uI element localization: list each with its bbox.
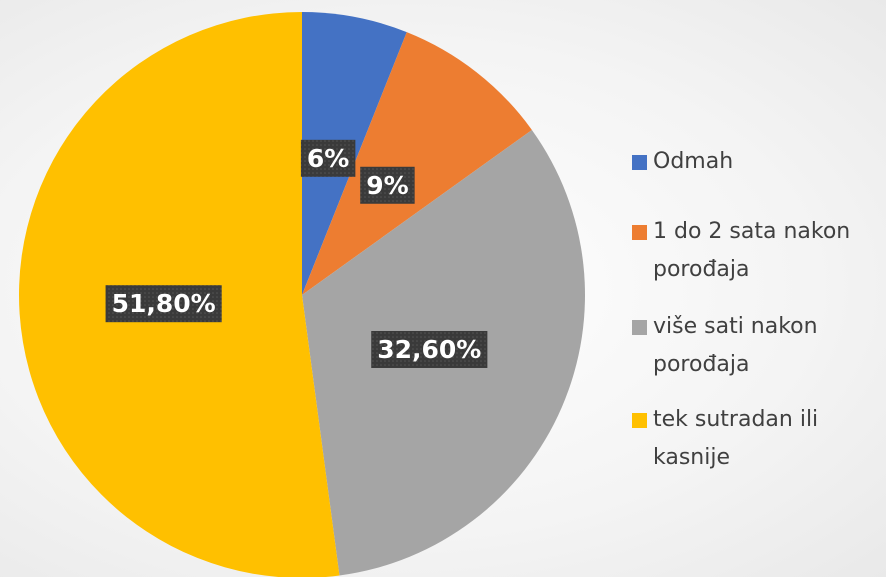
data-label: 9% [366,171,408,200]
legend-swatch [632,155,647,170]
data-label: 6% [307,144,349,173]
data-label-box [105,285,222,323]
data-label-box [371,330,488,368]
data-label: 51,80% [112,289,216,318]
legend-swatch [632,225,647,240]
legend-label: Odmah [653,149,734,174]
pie-slice [302,32,532,295]
legend-swatch [632,320,647,335]
data-label-box [360,166,415,204]
legend-item: više sati nakon porođaja [632,308,882,384]
legend-item: 1 do 2 sata nakon porođaja [632,213,882,289]
data-label: 32,60% [377,335,481,364]
legend-item: tek sutradan ili kasnije [632,401,882,477]
data-label-box [300,139,356,177]
legend-label: 1 do 2 sata nakon porođaja [653,219,851,282]
legend-item: Odmah [632,143,882,181]
legend-label: više sati nakon porođaja [653,314,818,377]
legend-swatch [632,413,647,428]
legend-label: tek sutradan ili kasnije [653,407,819,470]
